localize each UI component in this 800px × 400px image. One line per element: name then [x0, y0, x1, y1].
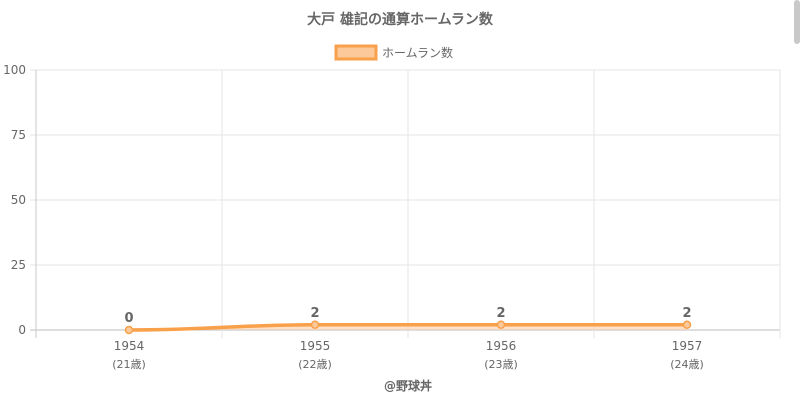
- x-tick-label: 1954: [114, 339, 145, 353]
- y-tick-label: 75: [11, 128, 26, 142]
- x-tick-sublabel: (23歳): [484, 358, 518, 371]
- legend-swatch: [334, 44, 378, 61]
- x-tick-sublabel: (22歳): [298, 358, 332, 371]
- y-tick-label: 0: [18, 323, 26, 337]
- y-axis: 0 25 50 75 100: [3, 63, 26, 337]
- series-line: [127, 323, 689, 332]
- grid: [30, 69, 781, 338]
- y-tick-label: 25: [11, 258, 26, 272]
- data-point[interactable]: [682, 320, 692, 330]
- data-point[interactable]: [310, 320, 320, 330]
- data-label: 0: [124, 311, 133, 326]
- x-tick-label: 1957: [672, 339, 703, 353]
- data-label: 2: [682, 306, 691, 321]
- x-axis: 1954 (21歳) 1955 (22歳) 1956 (23歳) 1957 (24歳): [112, 339, 704, 371]
- y-tick-label: 100: [3, 63, 26, 77]
- x-tick-label: 1955: [300, 339, 331, 353]
- y-tick-label: 50: [11, 193, 26, 207]
- series-homeruns: 0 2 2 2: [124, 306, 692, 335]
- legend[interactable]: ホームラン数: [334, 44, 453, 61]
- data-point[interactable]: [124, 325, 134, 335]
- x-tick-sublabel: (21歳): [112, 358, 146, 371]
- credit-label: @野球丼: [384, 378, 432, 393]
- x-tick-label: 1956: [486, 339, 517, 353]
- data-label: 2: [310, 306, 319, 321]
- data-label: 2: [496, 306, 505, 321]
- legend-label: ホームラン数: [382, 45, 453, 60]
- data-point[interactable]: [496, 320, 506, 330]
- chart-title: 大戸 雄記の通算ホームラン数: [307, 11, 494, 28]
- x-tick-sublabel: (24歳): [670, 358, 704, 371]
- scrollbar-thumb[interactable]: [794, 0, 800, 44]
